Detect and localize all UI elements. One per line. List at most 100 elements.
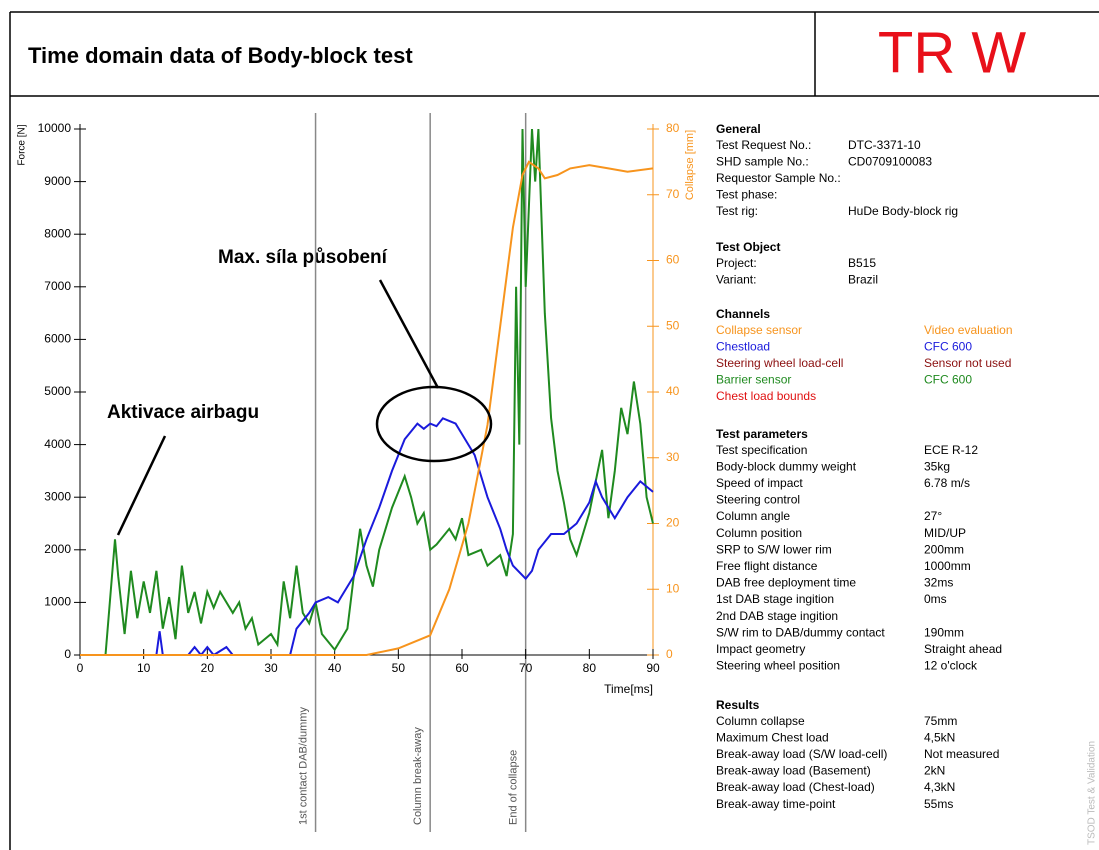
y2-tick-label: 40 bbox=[666, 384, 680, 398]
series-line bbox=[80, 128, 654, 656]
info-value: Sensor not used bbox=[924, 356, 1011, 370]
info-value: 27° bbox=[924, 509, 942, 523]
info-label: 2nd DAB stage ingition bbox=[716, 609, 838, 623]
y-axis-label: Force [N] bbox=[17, 124, 28, 165]
y-tick-label: 5000 bbox=[44, 384, 71, 398]
x-tick-label: 60 bbox=[455, 661, 469, 675]
annotation: Max. síla působení bbox=[218, 247, 388, 268]
info-value: CFC 600 bbox=[924, 339, 972, 353]
info-value: 12 o'clock bbox=[924, 659, 978, 673]
y-tick-label: 9000 bbox=[44, 174, 71, 188]
y2-tick-label: 30 bbox=[666, 450, 680, 464]
info-label: Chest load bounds bbox=[716, 389, 816, 403]
info-label: Requestor Sample No.: bbox=[716, 171, 841, 185]
y-tick-label: 8000 bbox=[44, 226, 71, 240]
section-title: Results bbox=[716, 698, 760, 712]
logo: TR W bbox=[878, 20, 1026, 85]
info-label: Speed of impact bbox=[716, 476, 803, 490]
info-label: Body-block dummy weight bbox=[716, 459, 857, 473]
page-title: Time domain data of Body-block test bbox=[28, 43, 413, 68]
info-label: Break-away load (Basement) bbox=[716, 764, 871, 778]
info-label: Variant: bbox=[716, 272, 756, 286]
info-label: Impact geometry bbox=[716, 642, 805, 656]
info-label: Project: bbox=[716, 256, 757, 270]
x-tick-label: 10 bbox=[137, 661, 151, 675]
info-label: Column angle bbox=[716, 509, 790, 523]
info-value: 6.78 m/s bbox=[924, 476, 970, 490]
info-label: Steering control bbox=[716, 493, 800, 507]
y2-tick-label: 0 bbox=[666, 647, 673, 661]
info-value: CD0709100083 bbox=[848, 154, 932, 168]
y-tick-label: 4000 bbox=[44, 437, 71, 451]
x-tick-label: 80 bbox=[583, 661, 597, 675]
info-value: MID/UP bbox=[924, 526, 966, 540]
info-value: Brazil bbox=[848, 272, 878, 286]
info-label: Break-away load (Chest-load) bbox=[716, 780, 875, 794]
y2-tick-label: 80 bbox=[666, 121, 680, 135]
x-tick-label: 90 bbox=[646, 661, 660, 675]
y-tick-label: 7000 bbox=[44, 279, 71, 293]
event-label: End of collapse bbox=[508, 750, 520, 825]
section-title: Test Object bbox=[716, 240, 780, 254]
info-value: 2kN bbox=[924, 764, 945, 778]
info-panel: General Test Request No.: DTC-3371-10 SHD s… bbox=[716, 122, 1013, 811]
x-tick-label: 40 bbox=[328, 661, 342, 675]
info-value: 190mm bbox=[924, 625, 964, 639]
pointer bbox=[116, 435, 167, 536]
info-label: Test Request No.: bbox=[716, 138, 811, 152]
info-value: 4,3kN bbox=[924, 780, 955, 794]
info-value: 0ms bbox=[924, 592, 947, 606]
x-tick-label: 70 bbox=[519, 661, 533, 675]
info-label: Steering wheel position bbox=[716, 659, 840, 673]
y-tick-label: 1000 bbox=[44, 595, 71, 609]
info-label: Break-away time-point bbox=[716, 797, 836, 811]
event-label: Column break-away bbox=[412, 727, 424, 825]
y2-axis-label: Collapse [mm] bbox=[684, 130, 696, 200]
info-label: Chestload bbox=[716, 339, 770, 353]
info-value: 55ms bbox=[924, 797, 953, 811]
info-value: 35kg bbox=[924, 459, 950, 473]
y2-tick-label: 10 bbox=[666, 581, 680, 595]
info-label: Free flight distance bbox=[716, 559, 818, 573]
info-label: 1st DAB stage ingition bbox=[716, 592, 834, 606]
section-title: Test parameters bbox=[716, 427, 808, 441]
y-tick-label: 10000 bbox=[38, 121, 72, 135]
info-value: Straight ahead bbox=[924, 642, 1002, 656]
info-label: DAB free deployment time bbox=[716, 576, 856, 590]
info-value: Not measured bbox=[924, 747, 999, 761]
info-value: DTC-3371-10 bbox=[848, 138, 921, 152]
info-label: SRP to S/W lower rim bbox=[716, 542, 832, 556]
x-axis-label: Time[ms] bbox=[604, 682, 653, 696]
section-title: Channels bbox=[716, 307, 770, 321]
info-label: SHD sample No.: bbox=[716, 154, 809, 168]
y-tick-label: 3000 bbox=[44, 489, 71, 503]
y2-tick-label: 50 bbox=[666, 318, 680, 332]
info-label: Break-away load (S/W load-cell) bbox=[716, 747, 887, 761]
info-label: S/W rim to DAB/dummy contact bbox=[716, 625, 885, 639]
info-label: Test phase: bbox=[716, 188, 777, 202]
plot: 1st contact DAB/dummy Column break-away En… bbox=[38, 113, 680, 832]
y2-tick-label: 20 bbox=[666, 516, 680, 530]
info-value: Video evaluation bbox=[924, 323, 1013, 337]
info-value: 75mm bbox=[924, 714, 957, 728]
info-value: ECE R-12 bbox=[924, 443, 978, 457]
info-label: Collapse sensor bbox=[716, 323, 802, 337]
info-value: B515 bbox=[848, 256, 876, 270]
event-label: 1st contact DAB/dummy bbox=[297, 707, 309, 825]
info-label: Barrier sensor bbox=[716, 373, 791, 387]
y2-tick-label: 60 bbox=[666, 253, 680, 267]
info-value: CFC 600 bbox=[924, 373, 972, 387]
info-value: 1000mm bbox=[924, 559, 971, 573]
y2-tick-label: 70 bbox=[666, 187, 680, 201]
info-value: 4,5kN bbox=[924, 730, 955, 744]
highlight-ellipse bbox=[375, 385, 493, 463]
series-line bbox=[80, 417, 654, 657]
annotation: Aktivace airbagu bbox=[107, 402, 259, 423]
y-tick-label: 6000 bbox=[44, 332, 71, 346]
info-label: Column collapse bbox=[716, 714, 805, 728]
y-tick-label: 2000 bbox=[44, 542, 71, 556]
pointer bbox=[378, 279, 440, 389]
section-title: General bbox=[716, 122, 761, 136]
